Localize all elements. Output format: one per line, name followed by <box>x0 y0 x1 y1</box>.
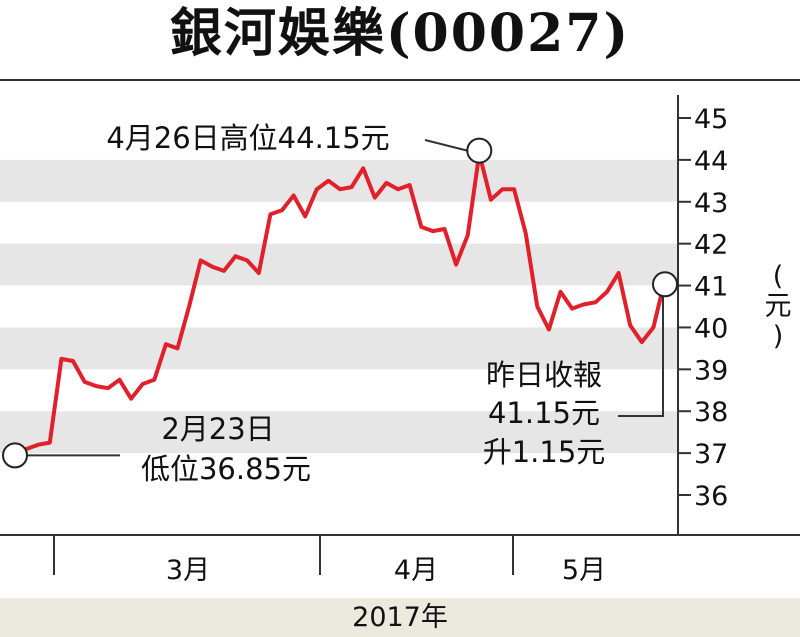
y-tick-label: 36 <box>694 481 728 512</box>
month-label: 3月 <box>166 555 210 586</box>
chart-title: 銀河娛樂(00027) <box>169 3 631 64</box>
month-label: 5月 <box>562 555 606 586</box>
grid-band <box>0 327 678 370</box>
y-unit-label: ( 元 ) <box>758 262 798 352</box>
annotation-close-line1: 昨日收報 <box>486 358 602 392</box>
y-tick-label: 39 <box>694 355 728 386</box>
month-label: 4月 <box>394 555 438 586</box>
high-marker <box>466 137 493 164</box>
series-group <box>13 151 667 461</box>
year-label: 2017年 <box>0 598 800 637</box>
unit-paren-open: ( <box>772 261 784 292</box>
unit-text: 元 <box>764 291 792 322</box>
y-ticks: 36 37 38 39 40 41 42 43 44 45 <box>678 104 728 512</box>
annotation-low-date: 2月23日 <box>161 412 274 446</box>
month-labels: 3月 4月 5月 <box>166 555 606 586</box>
annotation-close-line2: 41.15元 <box>488 396 600 430</box>
y-tick-label: 43 <box>694 188 728 219</box>
price-line <box>13 151 667 461</box>
unit-paren-close: ) <box>772 321 784 352</box>
annotation-high: 4月26日高位44.15元 <box>106 121 389 155</box>
y-tick-label: 41 <box>694 272 728 303</box>
y-tick-label: 38 <box>694 397 728 428</box>
grid-bands <box>0 159 678 454</box>
annotation-close-line3: 升1.15元 <box>483 435 606 469</box>
grid-band <box>0 243 678 286</box>
y-tick-label: 44 <box>694 146 728 177</box>
y-tick-label: 42 <box>694 230 728 261</box>
close-marker <box>652 271 678 298</box>
close-leader <box>618 296 664 417</box>
y-tick-label: 37 <box>694 439 728 470</box>
annotation-leaders <box>27 139 664 457</box>
highlight-markers <box>2 137 678 469</box>
annotation-low-value: 低位36.85元 <box>141 452 311 486</box>
y-tick-label: 40 <box>694 313 728 344</box>
grid-band <box>0 159 678 202</box>
y-tick-label: 45 <box>694 104 728 135</box>
high-leader <box>424 139 468 152</box>
grid-band <box>0 411 678 454</box>
month-dividers <box>53 535 514 575</box>
low-marker <box>2 442 28 469</box>
